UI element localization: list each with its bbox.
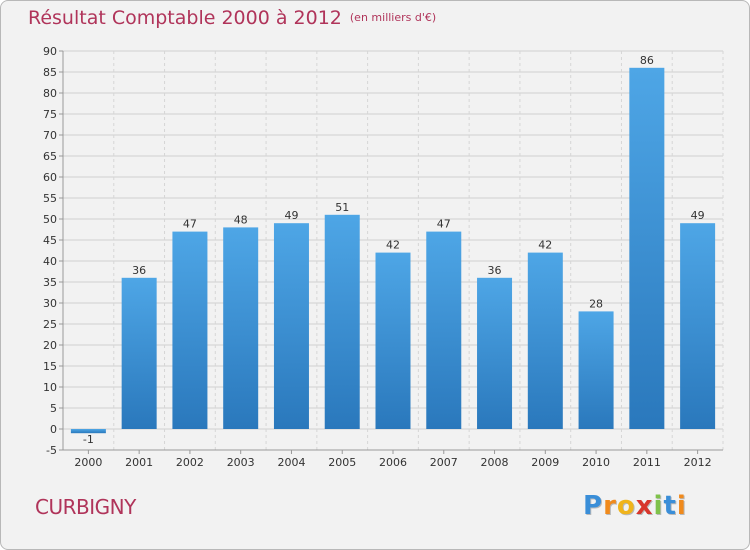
proxiti-logo: Proxiti [583, 491, 687, 521]
data-label: -1 [83, 433, 94, 446]
y-tick-label: 85 [43, 66, 57, 79]
bar [223, 227, 259, 429]
data-label: 36 [488, 264, 502, 277]
data-label: 36 [132, 264, 146, 277]
bar [375, 252, 411, 429]
x-tick-label: 2011 [633, 456, 661, 469]
y-tick-label: 60 [43, 171, 57, 184]
y-tick-label: 35 [43, 276, 57, 289]
y-tick-label: 65 [43, 150, 57, 163]
bar [426, 231, 462, 429]
y-tick-label: 10 [43, 381, 57, 394]
x-tick-label: 2000 [74, 456, 102, 469]
title-text: Résultat Comptable 2000 à 2012 [28, 7, 342, 29]
logo-letter: r [603, 491, 617, 521]
bars [70, 67, 716, 434]
y-tick-label: 5 [50, 402, 57, 415]
y-tick-label: 45 [43, 234, 57, 247]
logo-letter: P [583, 491, 604, 521]
data-label: 49 [691, 209, 705, 222]
data-label: 42 [538, 239, 552, 252]
logo-letter: i [653, 491, 664, 521]
chart-title: Résultat Comptable 2000 à 2012 (en millie… [28, 7, 436, 29]
unit-note: (en milliers d'€) [349, 11, 437, 24]
logo-letter: i [676, 491, 687, 521]
y-tick-label: 75 [43, 108, 57, 121]
data-label: 48 [234, 213, 248, 226]
data-label: 47 [183, 218, 197, 231]
bar [680, 223, 716, 429]
bar [527, 252, 563, 429]
data-label: 28 [589, 297, 603, 310]
x-tick-label: 2008 [481, 456, 509, 469]
x-tick-label: 2006 [379, 456, 407, 469]
x-tick-label: 2009 [531, 456, 559, 469]
y-tick-label: 50 [43, 213, 57, 226]
y-tick-label: 20 [43, 339, 57, 352]
y-tick-label: 25 [43, 318, 57, 331]
data-label: 47 [437, 218, 451, 231]
bar [273, 223, 309, 429]
data-label: 42 [386, 239, 400, 252]
x-tick-label: 2012 [684, 456, 712, 469]
y-tick-label: 30 [43, 297, 57, 310]
x-tick-label: 2007 [430, 456, 458, 469]
data-label: 49 [284, 209, 298, 222]
x-tick-label: 2004 [277, 456, 305, 469]
y-tick-label: 0 [50, 423, 57, 436]
x-tick-label: 2010 [582, 456, 610, 469]
bar [578, 311, 614, 429]
bar [121, 277, 157, 429]
data-label: 86 [640, 54, 654, 67]
bar [629, 67, 665, 430]
labels: -1 36 47 48 49 51 42 47 36 42 28 86 49 [83, 54, 705, 446]
x-tick-label: 2005 [328, 456, 356, 469]
y-tick-label: 90 [43, 45, 57, 58]
y-tick-label: 55 [43, 192, 57, 205]
data-label: 51 [335, 201, 349, 214]
y-tick-label: 15 [43, 360, 57, 373]
commune-name: CURBIGNY [35, 495, 136, 519]
y-tick-label: 80 [43, 87, 57, 100]
axes: -5 0 5 10 15 20 25 30 35 40 45 50 55 60 65 70 75 80 85 90 20… [43, 45, 723, 469]
logo-letter: o [616, 491, 636, 521]
x-tick-label: 2001 [125, 456, 153, 469]
y-tick-label: 70 [43, 129, 57, 142]
y-tick-label: -5 [46, 444, 57, 457]
bar [70, 429, 106, 434]
x-tick-label: 2003 [227, 456, 255, 469]
bar [172, 231, 208, 429]
x-tick-label: 2002 [176, 456, 204, 469]
logo-letter: t [663, 491, 677, 521]
logo-letter: x [635, 491, 654, 521]
bar [477, 277, 513, 429]
bar [324, 214, 360, 429]
y-tick-label: 40 [43, 255, 57, 268]
